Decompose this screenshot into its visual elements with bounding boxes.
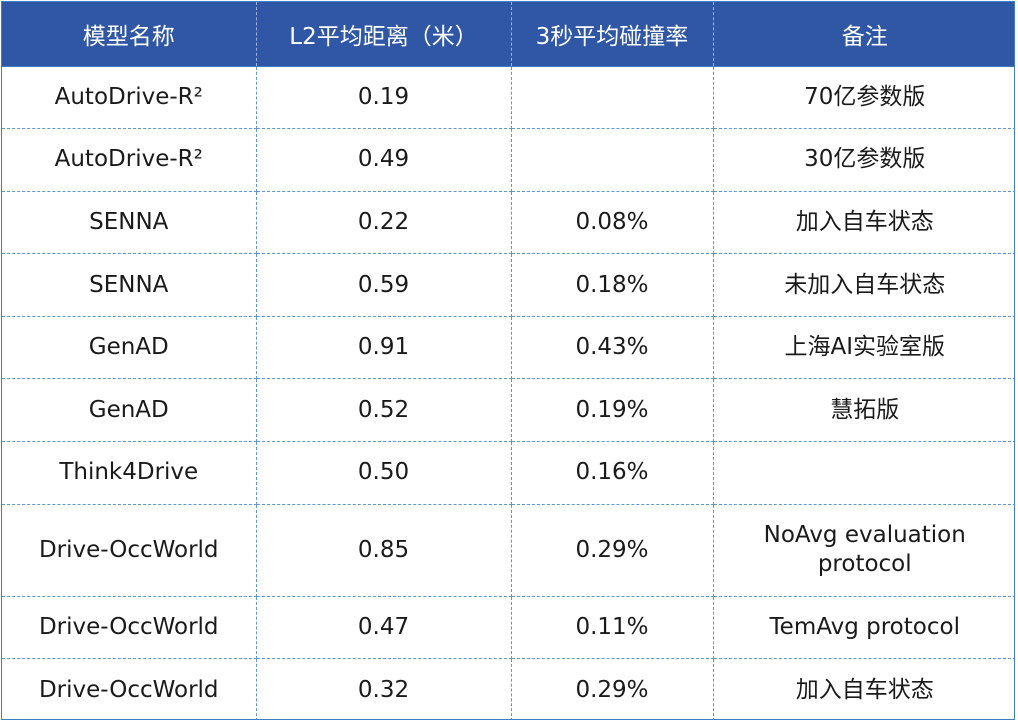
cell-collision-rate: 0.16% (511, 441, 714, 505)
header-collision-rate: 3秒平均碰撞率 (511, 2, 714, 67)
cell-collision-rate (511, 66, 714, 130)
cell-l2-distance: 0.32 (256, 658, 512, 719)
cell-l2-distance: 0.52 (256, 378, 512, 443)
table-row: Drive-OccWorld 0.85 0.29% NoAvg evaluati… (2, 504, 1014, 597)
cell-notes: 加入自车状态 (795, 676, 934, 703)
cell-collision-rate: 0.08% (511, 191, 714, 255)
cell-collision-rate: 0.19% (511, 378, 714, 443)
table-row: Drive-OccWorld 0.47 0.11% TemAvg protoco… (2, 596, 1014, 660)
cell-collision-rate: 0.43% (511, 316, 714, 380)
header-row: 模型名称 L2平均距离（米） 3秒平均碰撞率 备注 (2, 2, 1014, 67)
cell-model-name: AutoDrive-R² (2, 128, 257, 192)
table-row: AutoDrive-R² 0.19 70亿参数版 (2, 66, 1014, 130)
cell-l2-distance: 0.85 (256, 504, 512, 597)
cell-model-name: GenAD (2, 316, 257, 380)
cell-collision-rate: 0.29% (511, 658, 714, 719)
table-row: Drive-OccWorld 0.32 0.29% 加入自车状态 (2, 658, 1014, 719)
cell-collision-rate: 0.29% (511, 504, 714, 597)
cell-l2-distance: 0.50 (256, 441, 512, 505)
cell-collision-rate (511, 128, 714, 192)
cell-model-name: SENNA (2, 253, 257, 317)
cell-model-name: SENNA (2, 191, 257, 255)
cell-notes: TemAvg protocol (713, 596, 1014, 660)
cell-l2-distance: 0.49 (256, 128, 512, 192)
cell-notes: 30亿参数版 (713, 128, 1014, 192)
cell-model-name: Drive-OccWorld (2, 596, 257, 660)
cell-l2-distance: 0.22 (256, 191, 512, 255)
cell-model-name: AutoDrive-R² (2, 66, 257, 130)
table-row: SENNA 0.59 0.18% 未加入自车状态 (2, 253, 1014, 317)
cell-model-name: Drive-OccWorld (2, 504, 257, 597)
cell-l2-distance: 0.91 (256, 316, 512, 380)
header-l2-distance: L2平均距离（米） (256, 2, 512, 67)
header-notes: 备注 (713, 2, 1014, 67)
cell-model-name: GenAD (2, 378, 257, 443)
table-row: GenAD 0.52 0.19% 慧拓版 (2, 378, 1014, 443)
cell-notes: 70亿参数版 (713, 66, 1014, 130)
table-row: GenAD 0.91 0.43% 上海AI实验室版 (2, 316, 1014, 380)
cell-collision-rate: 0.18% (511, 253, 714, 317)
cell-model-name: Think4Drive (2, 441, 257, 505)
cell-notes: 慧拓版 (713, 378, 1014, 443)
cell-l2-distance: 0.47 (256, 596, 512, 660)
table-row: Think4Drive 0.50 0.16% (2, 441, 1014, 505)
table-row: AutoDrive-R² 0.49 30亿参数版 (2, 128, 1014, 192)
cell-notes: 上海AI实验室版 (713, 316, 1014, 380)
cell-notes: 加入自车状态 (713, 191, 1014, 255)
cell-model-name: Drive-OccWorld (2, 658, 257, 719)
header-model-name: 模型名称 (2, 2, 257, 67)
cell-l2-distance: 0.59 (256, 253, 512, 317)
cell-collision-rate: 0.11% (511, 596, 714, 660)
table-row: SENNA 0.22 0.08% 加入自车状态 (2, 191, 1014, 255)
cell-notes (713, 441, 1014, 505)
cell-notes: NoAvg evaluation protocol (713, 504, 1014, 597)
cell-l2-distance: 0.19 (256, 66, 512, 130)
cell-notes: 未加入自车状态 (713, 253, 1014, 317)
